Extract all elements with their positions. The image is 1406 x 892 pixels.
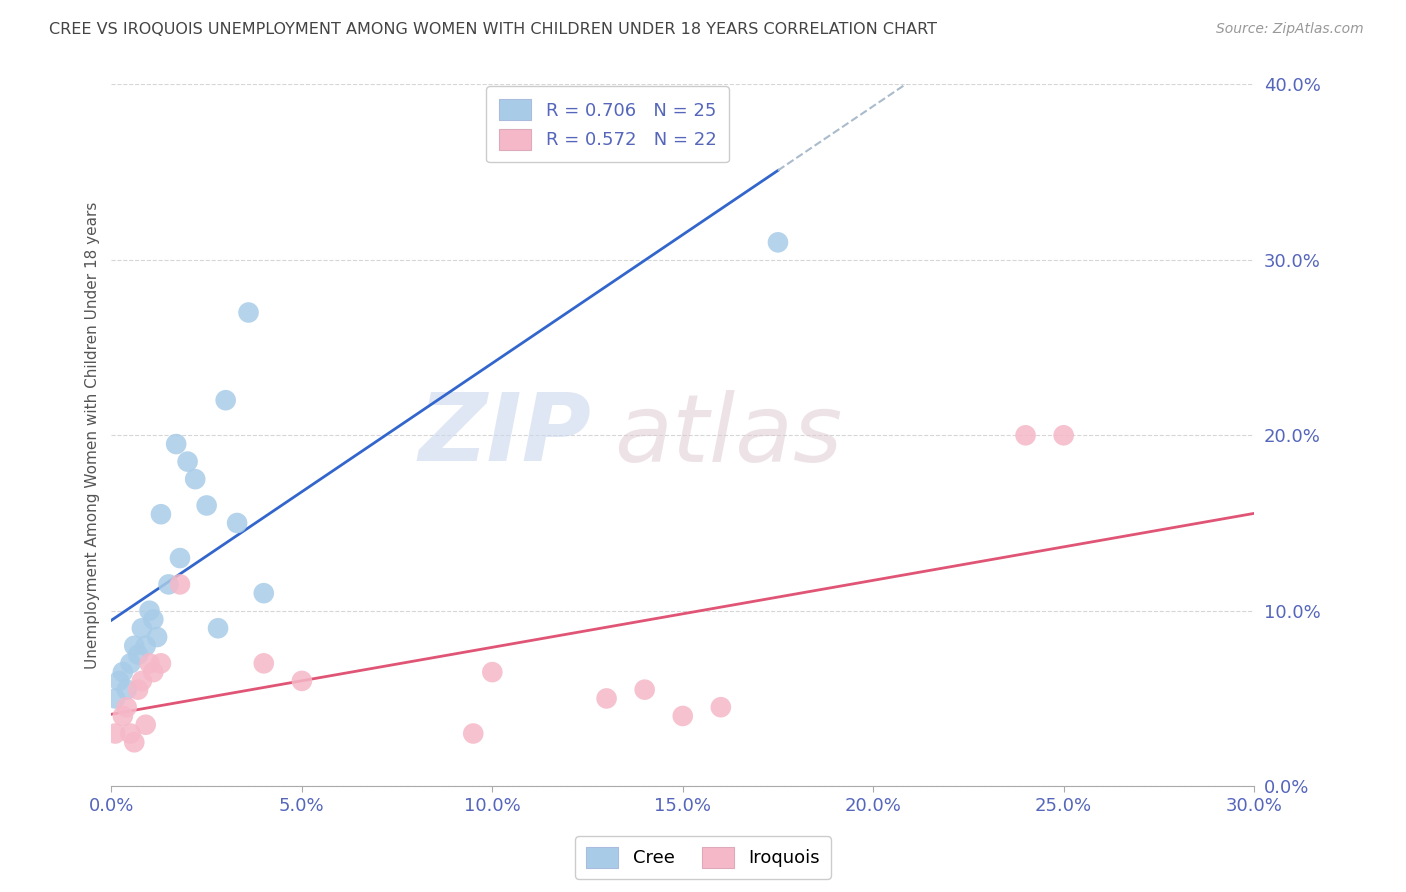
- Point: [120, 726, 142, 740]
- Point: [111, 709, 134, 723]
- Point: [184, 472, 207, 486]
- Text: ZIP: ZIP: [419, 389, 592, 482]
- Point: [169, 577, 191, 591]
- Point: [710, 700, 733, 714]
- Point: [149, 507, 172, 521]
- Point: [131, 621, 153, 635]
- Point: [115, 700, 138, 714]
- Point: [157, 577, 180, 591]
- Text: CREE VS IROQUOIS UNEMPLOYMENT AMONG WOMEN WITH CHILDREN UNDER 18 YEARS CORRELATI: CREE VS IROQUOIS UNEMPLOYMENT AMONG WOME…: [49, 22, 938, 37]
- Point: [135, 639, 157, 653]
- Point: [146, 630, 169, 644]
- Point: [165, 437, 187, 451]
- Point: [215, 393, 238, 408]
- Point: [291, 673, 314, 688]
- Point: [207, 621, 229, 635]
- Point: [1014, 428, 1036, 442]
- Point: [127, 648, 149, 662]
- Point: [138, 657, 160, 671]
- Point: [1053, 428, 1076, 442]
- Point: [595, 691, 617, 706]
- Point: [104, 726, 127, 740]
- Point: [149, 657, 172, 671]
- Point: [131, 673, 153, 688]
- Point: [253, 586, 276, 600]
- Point: [253, 657, 276, 671]
- Text: Source: ZipAtlas.com: Source: ZipAtlas.com: [1216, 22, 1364, 37]
- Legend: Cree, Iroquois: Cree, Iroquois: [575, 836, 831, 879]
- Point: [142, 612, 165, 626]
- Point: [238, 305, 260, 319]
- Point: [127, 682, 149, 697]
- Point: [111, 665, 134, 679]
- Legend: R = 0.706   N = 25, R = 0.572   N = 22: R = 0.706 N = 25, R = 0.572 N = 22: [486, 87, 730, 162]
- Point: [135, 717, 157, 731]
- Point: [766, 235, 789, 250]
- Point: [122, 639, 145, 653]
- Point: [169, 551, 191, 566]
- Point: [226, 516, 249, 530]
- Point: [122, 735, 145, 749]
- Point: [115, 682, 138, 697]
- Point: [672, 709, 695, 723]
- Point: [634, 682, 657, 697]
- Point: [195, 499, 218, 513]
- Point: [142, 665, 165, 679]
- Y-axis label: Unemployment Among Women with Children Under 18 years: Unemployment Among Women with Children U…: [86, 202, 100, 669]
- Point: [138, 604, 160, 618]
- Point: [104, 691, 127, 706]
- Point: [120, 657, 142, 671]
- Point: [176, 454, 198, 468]
- Text: atlas: atlas: [614, 390, 842, 481]
- Point: [481, 665, 503, 679]
- Point: [463, 726, 485, 740]
- Point: [108, 673, 131, 688]
